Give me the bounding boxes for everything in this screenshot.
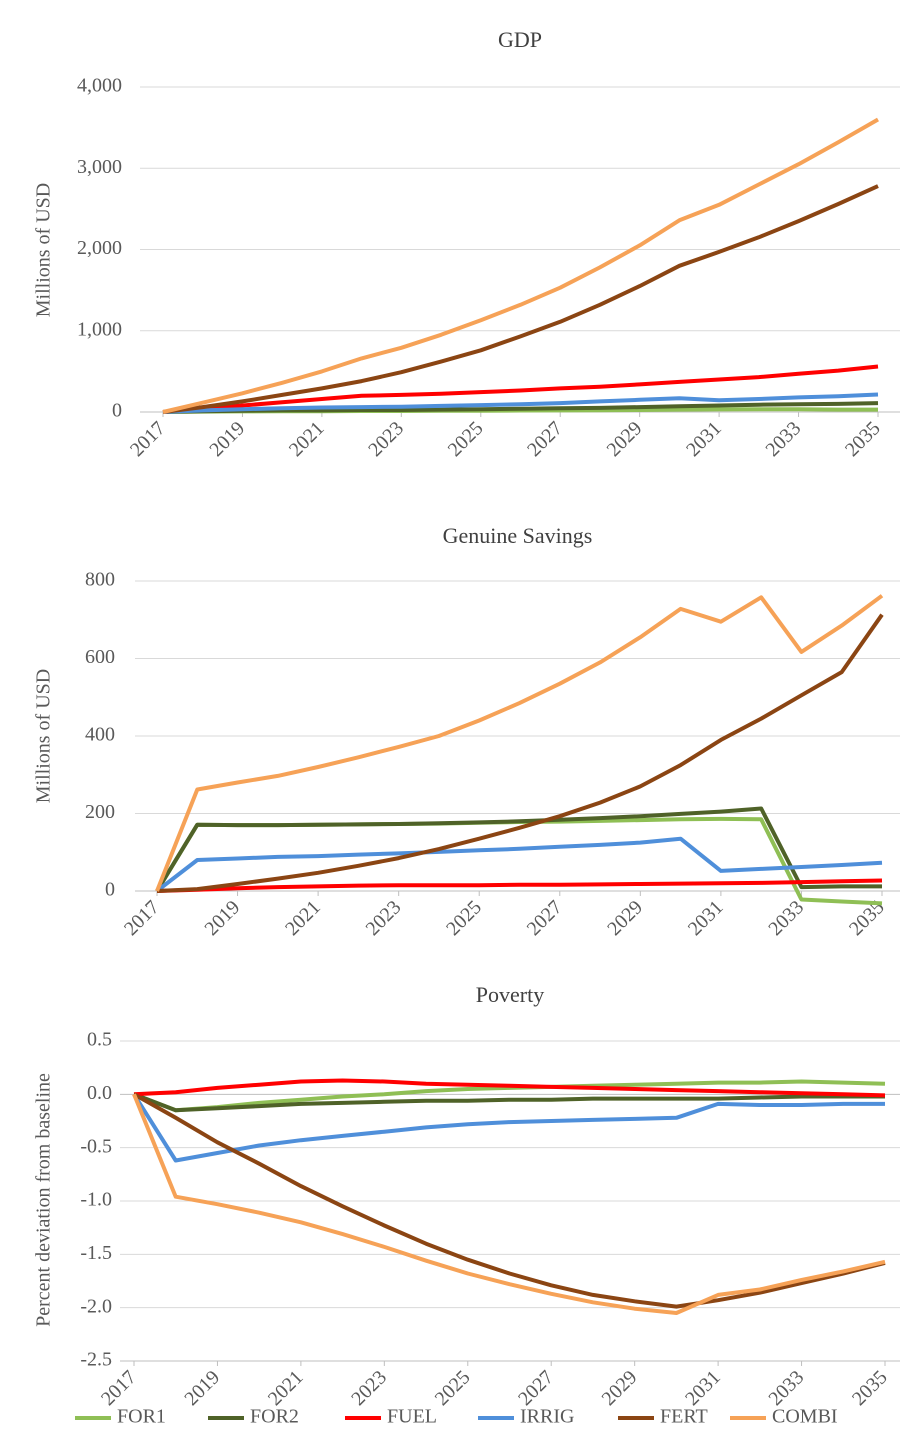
x-tick-label: 2029 — [603, 896, 647, 940]
x-tick-label: 2021 — [264, 1366, 308, 1410]
series-line — [162, 184, 879, 414]
x-tick-label: 2033 — [764, 1366, 808, 1410]
series-line — [162, 401, 879, 414]
series-line — [156, 613, 884, 893]
x-tick-label: 2031 — [684, 896, 728, 940]
series-line — [162, 117, 879, 414]
series-line — [132, 1093, 886, 1315]
y-tick-label: 4,000 — [77, 75, 122, 97]
y-axis-title: Millions of USD — [33, 183, 55, 317]
x-tick-label: 2017 — [126, 417, 170, 461]
legend-label: COMBI — [772, 1406, 838, 1428]
x-tick-label: 2027 — [523, 417, 567, 461]
legend-label: FOR1 — [117, 1406, 166, 1428]
x-tick-label: 2019 — [180, 1366, 224, 1410]
x-tick-label: 2033 — [761, 417, 805, 461]
y-tick-label: -2.5 — [80, 1349, 112, 1371]
series-line — [133, 1092, 885, 1113]
y-tick-label: -0.5 — [80, 1135, 112, 1157]
y-axis-title: Percent deviation from baseline — [33, 1073, 55, 1327]
chart-title: GDP — [498, 27, 542, 52]
y-axis-title: Millions of USD — [33, 669, 55, 803]
series-line — [155, 806, 882, 893]
x-tick-label: 2035 — [848, 1366, 892, 1410]
series-line — [155, 594, 884, 892]
x-tick-label: 2031 — [682, 417, 726, 461]
legend-label: IRRIG — [520, 1406, 574, 1428]
x-tick-label: 2027 — [523, 896, 567, 940]
series-line — [162, 364, 879, 414]
y-tick-label: 3,000 — [77, 156, 122, 178]
x-tick-label: 2023 — [347, 1366, 391, 1410]
y-tick-label: -2.0 — [80, 1295, 112, 1317]
chart-title: Poverty — [476, 982, 544, 1007]
x-tick-label: 2031 — [681, 1366, 725, 1410]
series-line — [133, 1078, 886, 1098]
x-tick-label: 2025 — [444, 417, 488, 461]
x-tick-label: 2033 — [764, 896, 808, 940]
series-line — [155, 836, 883, 893]
y-tick-label: -1.5 — [80, 1242, 112, 1264]
legend-label: FUEL — [387, 1406, 437, 1428]
series-line — [162, 392, 879, 414]
legend-label: FERT — [660, 1406, 708, 1428]
series-line — [133, 1079, 886, 1113]
x-tick-label: 2023 — [364, 417, 408, 461]
series-line — [132, 1093, 885, 1163]
y-tick-label: 1,000 — [77, 318, 122, 340]
series-line — [133, 1092, 886, 1309]
y-tick-label: 0.0 — [87, 1082, 112, 1104]
x-tick-label: 2025 — [442, 896, 486, 940]
y-tick-label: 0 — [112, 400, 122, 422]
y-tick-label: 400 — [85, 724, 115, 746]
x-tick-label: 2029 — [598, 1366, 642, 1410]
x-tick-label: 2025 — [431, 1366, 475, 1410]
x-tick-label: 2019 — [205, 417, 249, 461]
x-tick-label: 2035 — [841, 417, 885, 461]
x-tick-label: 2027 — [514, 1366, 558, 1410]
x-tick-label: 2017 — [97, 1366, 141, 1410]
x-tick-label: 2021 — [281, 896, 325, 940]
chart-title: Genuine Savings — [443, 523, 593, 548]
x-tick-label: 2017 — [120, 896, 164, 940]
legend-label: FOR2 — [250, 1406, 299, 1428]
x-tick-label: 2021 — [285, 417, 329, 461]
series-line — [156, 878, 883, 893]
x-tick-label: 2019 — [200, 896, 244, 940]
y-tick-label: 2,000 — [77, 237, 122, 259]
y-tick-label: 0 — [105, 879, 115, 901]
x-tick-label: 2029 — [603, 417, 647, 461]
y-tick-label: 800 — [85, 569, 115, 591]
y-tick-label: 600 — [85, 646, 115, 668]
y-tick-label: -1.0 — [80, 1189, 112, 1211]
y-tick-label: 200 — [85, 801, 115, 823]
y-tick-label: 0.5 — [87, 1029, 112, 1051]
x-tick-label: 2023 — [362, 896, 406, 940]
